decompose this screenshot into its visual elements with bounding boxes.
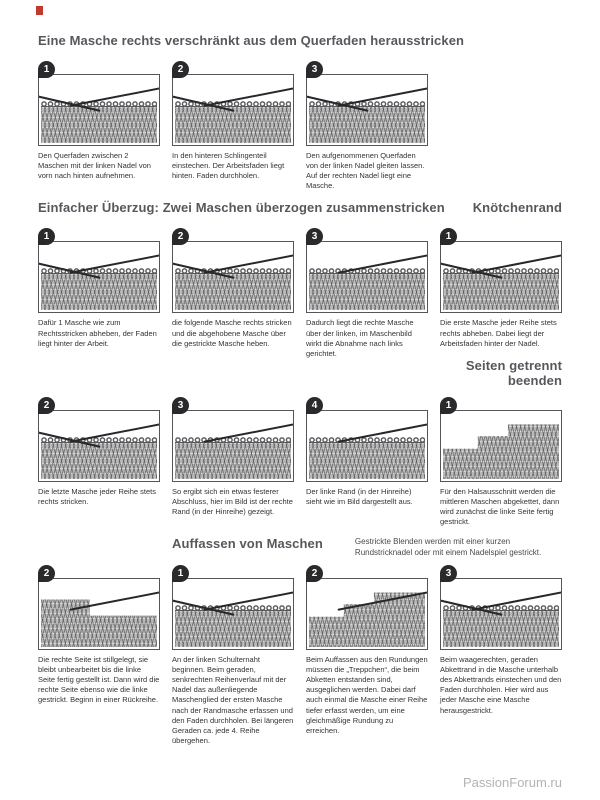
step-number-badge: 1 (38, 228, 55, 246)
step-caption: So ergibt sich ein etwas festerer Abschl… (172, 486, 293, 517)
step-illustration (306, 73, 428, 146)
step-number-badge: 2 (38, 564, 55, 582)
step-illustration (38, 73, 160, 146)
section-title-seiten-getrennt: Seiten getrennt beenden (465, 358, 562, 388)
step: 1 Dafür 1 Masche wie zum Rechtsstricken … (38, 228, 160, 359)
step-illustration (38, 241, 160, 314)
step-caption: Dadurch liegt die rechte Masche über der… (306, 318, 414, 358)
figure-row-ueberzug: 1 Dafür 1 Masche wie zum Rechtsstricken … (38, 228, 562, 359)
step-illustration (440, 241, 562, 314)
step-illustration (306, 577, 428, 650)
step-caption: Beim waagerechten, geraden Abkettrand in… (440, 654, 562, 715)
corner-mark (36, 6, 43, 15)
step: 2 Die letzte Masche jeder Reihe stets re… (38, 396, 160, 528)
step-number-badge: 3 (172, 396, 189, 414)
step: 4 Der linke Rand (in der Hinreihe) sieht… (306, 396, 428, 528)
seiten-getrennt-block: Seiten getrennt beenden 1 Für den Halsau… (440, 358, 562, 528)
step-caption: Dafür 1 Masche wie zum Rechtsstricken ab… (38, 318, 157, 348)
step-number-badge: 1 (440, 228, 457, 246)
figure-row-querfaden: 1 Den Querfaden zwischen 2 Maschen mit d… (38, 60, 562, 192)
step-caption: Die rechte Seite ist stillgelegt, sie bl… (38, 654, 160, 705)
step-caption: die folgende Masche rechts stricken und … (172, 318, 292, 348)
section-title-querfaden: Eine Masche rechts verschränkt aus dem Q… (38, 33, 465, 48)
step-illustration (306, 241, 428, 314)
book-page: Eine Masche rechts verschränkt aus dem Q… (38, 33, 562, 746)
knit-fabric (175, 268, 291, 311)
step-illustration (172, 241, 294, 314)
step: 2 Die rechte Seite ist stillgelegt, sie … (38, 564, 160, 746)
step-illustration (306, 409, 428, 482)
step-illustration (440, 577, 562, 650)
step-number-badge: 1 (172, 564, 189, 582)
watermark: PassionForum.ru (463, 775, 562, 790)
step-number-badge: 1 (440, 396, 457, 414)
step-caption: Den Querfaden zwischen 2 Maschen mit der… (38, 150, 151, 181)
knit-fabric (443, 268, 559, 311)
section-title-ueberzug: Einfacher Überzug: Zwei Maschen überzoge… (38, 200, 445, 216)
step-caption: In den hinteren Schlingenteil einstechen… (172, 150, 285, 181)
figure-row-auffassen: 2 Die rechte Seite ist stillgelegt, sie … (38, 564, 562, 746)
step-number-badge: 3 (306, 228, 323, 246)
step: 1 Den Querfaden zwischen 2 Maschen mit d… (38, 60, 160, 192)
step: 3 Beim waagerechten, geraden Abkettrand … (440, 564, 562, 746)
step-caption: An der linken Schulternaht beginnen. Bei… (172, 654, 294, 745)
step: 1 Die erste Masche jeder Reihe stets rec… (440, 228, 562, 359)
step: 3 Den aufgenommenen Querfaden von der li… (306, 60, 428, 192)
step-caption: Die erste Masche jeder Reihe stets recht… (440, 318, 557, 348)
knit-fabric (443, 424, 559, 479)
auffassen-intro-text: Gestrickte Blenden werden mit einer kurz… (354, 537, 542, 558)
step-illustration (172, 73, 294, 146)
step-illustration (172, 409, 294, 482)
step-number-badge: 2 (38, 396, 55, 414)
knit-fabric (309, 100, 425, 143)
step-illustration (440, 409, 562, 482)
knit-fabric (41, 100, 157, 143)
step-caption: Der linke Rand (in der Hinreihe) sieht w… (306, 486, 413, 506)
step-number-badge: 3 (306, 60, 323, 78)
step-number-badge: 2 (172, 228, 189, 246)
step-caption: Den aufgenommenen Querfaden von der link… (306, 150, 425, 191)
step: 1 An der linken Schulternaht beginnen. B… (172, 564, 294, 746)
step-number-badge: 2 (306, 564, 323, 582)
knit-fabric (309, 436, 425, 479)
step-illustration (38, 577, 160, 650)
step-caption: Beim Auffassen aus den Rundungen müssen … (306, 654, 428, 735)
step-number-badge: 4 (306, 396, 323, 414)
knit-fabric (41, 436, 157, 479)
section-title-knoetchenrand: Knötchenrand (472, 200, 562, 216)
section-title-auffassen: Auffassen von Maschen (172, 536, 323, 552)
step: 2 In den hinteren Schlingenteil einstech… (172, 60, 294, 192)
knit-fabric (175, 100, 291, 143)
heading-row: Einfacher Überzug: Zwei Maschen überzoge… (38, 200, 562, 216)
knit-fabric (175, 436, 291, 479)
step: 2 die folgende Masche rechts stricken un… (172, 228, 294, 359)
knit-fabric (41, 268, 157, 311)
step-caption: Für den Halsausschnitt werden die mittle… (440, 486, 560, 527)
step-illustration (38, 409, 160, 482)
step: 1 Für den Halsausschnitt werden die mitt… (440, 396, 562, 528)
step: 3 Dadurch liegt die rechte Masche über d… (306, 228, 428, 359)
knit-fabric (175, 604, 291, 647)
step-number-badge: 2 (172, 60, 189, 78)
knit-fabric (41, 599, 157, 647)
figure-row-knoetchenrand: 2 Die letzte Masche jeder Reihe stets re… (38, 358, 562, 528)
knit-fabric (443, 604, 559, 647)
step: 2 Beim Auffassen aus den Rundungen müsse… (306, 564, 428, 746)
heading-row-auffassen: Auffassen von Maschen Gestrickte Blenden… (38, 536, 562, 559)
step-number-badge: 3 (440, 564, 457, 582)
step-caption: Die letzte Masche jeder Reihe stets rech… (38, 486, 156, 506)
step: 3 So ergibt sich ein etwas festerer Absc… (172, 396, 294, 528)
knit-fabric (309, 592, 425, 647)
step-illustration (172, 577, 294, 650)
knit-fabric (309, 268, 425, 311)
step-number-badge: 1 (38, 60, 55, 78)
